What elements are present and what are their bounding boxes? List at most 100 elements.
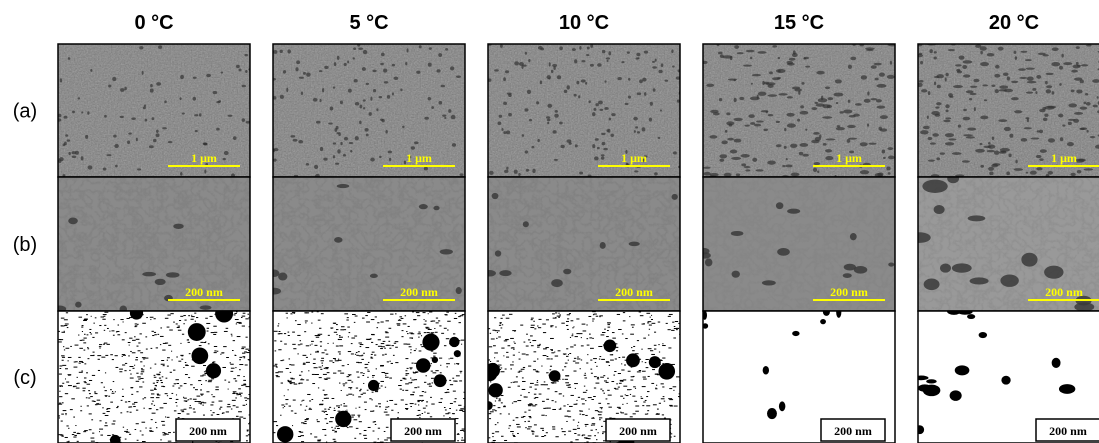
pore — [1018, 68, 1026, 71]
speck — [359, 342, 362, 343]
speck — [292, 425, 293, 426]
speck — [546, 372, 548, 373]
speck — [429, 383, 430, 384]
speck — [116, 331, 117, 332]
pore — [1027, 81, 1037, 83]
speck — [105, 415, 109, 416]
speck — [110, 354, 113, 355]
speck — [142, 441, 146, 442]
scale-label: 1 μm — [1051, 151, 1077, 165]
pore — [303, 72, 306, 75]
pore — [1035, 91, 1037, 94]
pore — [839, 111, 843, 114]
speck — [417, 400, 421, 401]
pore — [608, 129, 611, 133]
speck — [105, 372, 106, 373]
speck — [600, 377, 604, 378]
speck — [233, 405, 236, 406]
speck — [233, 340, 235, 341]
pore — [1060, 137, 1063, 141]
speck — [406, 331, 407, 332]
speck — [562, 431, 566, 432]
speck — [554, 352, 555, 353]
speck — [618, 408, 620, 409]
speck — [567, 329, 569, 330]
pore — [344, 137, 348, 141]
speck — [184, 320, 186, 321]
speck — [547, 408, 551, 409]
speck — [576, 403, 578, 404]
speck — [621, 412, 624, 413]
speck — [243, 405, 246, 406]
pore — [156, 130, 159, 133]
speck — [205, 318, 208, 319]
speck — [514, 401, 518, 402]
pore — [180, 172, 182, 176]
speck — [359, 390, 361, 391]
speck — [513, 349, 515, 350]
speck — [569, 353, 571, 354]
speck — [74, 367, 78, 368]
speck — [617, 314, 620, 315]
speck — [560, 408, 561, 409]
speck — [79, 363, 81, 364]
speck — [348, 374, 352, 375]
speck — [317, 421, 320, 422]
speck — [167, 327, 170, 328]
speck — [461, 440, 465, 441]
pore — [1062, 125, 1065, 127]
speck — [132, 352, 136, 353]
speck — [612, 332, 615, 333]
speck — [504, 340, 507, 341]
pore — [370, 274, 378, 278]
speck — [210, 410, 211, 411]
speck — [498, 407, 501, 408]
speck — [127, 429, 128, 430]
pore — [1061, 54, 1063, 58]
speck — [489, 437, 491, 438]
speck — [358, 351, 360, 352]
speck — [344, 313, 348, 314]
pore — [800, 105, 804, 108]
speck — [64, 349, 65, 350]
speck — [154, 375, 156, 376]
speck — [378, 339, 381, 340]
speck — [176, 399, 179, 400]
pore — [802, 154, 808, 157]
speck — [453, 381, 456, 382]
scale-label: 200 nm — [1045, 285, 1083, 299]
speck — [106, 409, 108, 410]
speck — [66, 382, 69, 383]
speck — [591, 399, 593, 400]
pore — [636, 53, 640, 56]
pore — [600, 242, 606, 249]
pore — [932, 133, 939, 137]
pore — [597, 147, 600, 149]
speck — [175, 379, 178, 380]
speck — [635, 388, 636, 389]
pore — [444, 117, 446, 119]
pore — [922, 180, 947, 193]
speck — [508, 345, 511, 346]
speck — [81, 371, 83, 372]
pore — [547, 119, 551, 122]
pore — [334, 237, 342, 243]
speck — [136, 391, 138, 392]
speck — [223, 346, 227, 347]
speck — [627, 389, 630, 390]
speck — [94, 393, 97, 394]
pore — [601, 133, 606, 135]
pore — [843, 273, 852, 278]
speck — [576, 400, 577, 401]
speck — [211, 378, 214, 379]
speck — [535, 404, 537, 405]
speck — [92, 337, 94, 338]
speck — [66, 425, 68, 426]
speck — [495, 431, 499, 432]
speck — [555, 312, 557, 313]
speck — [386, 345, 389, 346]
speck — [589, 334, 591, 335]
speck — [179, 320, 181, 321]
pore — [727, 138, 734, 141]
speck — [398, 412, 399, 413]
